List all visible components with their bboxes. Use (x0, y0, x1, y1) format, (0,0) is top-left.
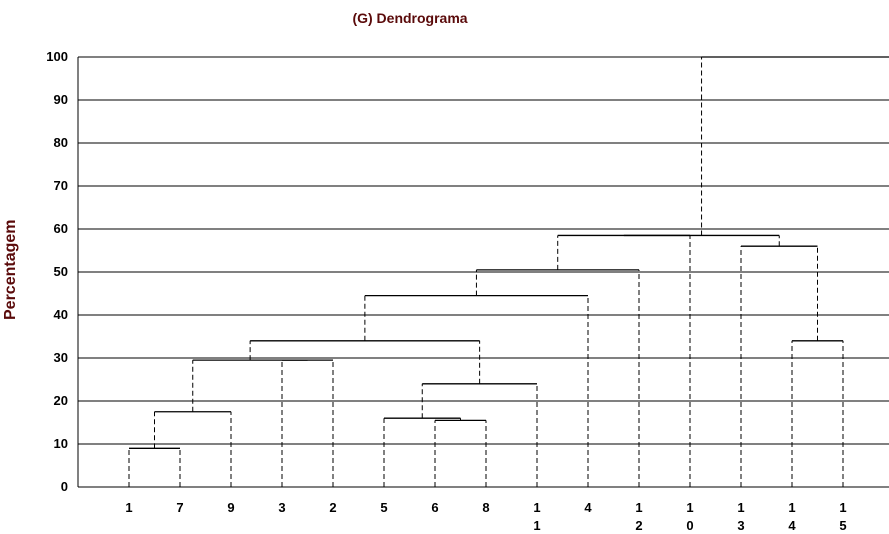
x-tick-label: 1 (533, 518, 540, 533)
x-tick-label: 3 (278, 500, 285, 515)
x-tick-label: 1 (737, 500, 744, 515)
x-tick-label: 9 (227, 500, 234, 515)
y-tick-label: 100 (46, 49, 68, 64)
x-tick-label: 4 (788, 518, 796, 533)
y-tick-label: 90 (54, 92, 68, 107)
x-tick-label: 3 (737, 518, 744, 533)
y-tick-label: 10 (54, 436, 68, 451)
y-tick-label: 70 (54, 178, 68, 193)
x-tick-label: 1 (125, 500, 132, 515)
x-tick-label: 2 (635, 518, 642, 533)
x-tick-label: 5 (380, 500, 387, 515)
x-tick-label: 8 (482, 500, 489, 515)
y-tick-label: 0 (61, 479, 68, 494)
x-tick-label: 1 (686, 500, 693, 515)
y-tick-label: 80 (54, 135, 68, 150)
y-tick-label: 20 (54, 393, 68, 408)
x-tick-label: 1 (635, 500, 642, 515)
chart-title: (G) Dendrograma (352, 10, 468, 26)
x-tick-label: 6 (431, 500, 438, 515)
y-tick-label: 40 (54, 307, 68, 322)
y-tick-label: 30 (54, 350, 68, 365)
x-tick-label: 7 (176, 500, 183, 515)
y-tick-label: 50 (54, 264, 68, 279)
x-tick-label: 4 (584, 500, 592, 515)
x-tick-label: 1 (788, 500, 795, 515)
x-tick-label: 5 (839, 518, 846, 533)
x-tick-label: 1 (533, 500, 540, 515)
y-tick-label: 60 (54, 221, 68, 236)
x-tick-label: 2 (329, 500, 336, 515)
x-tick-label: 1 (839, 500, 846, 515)
x-tick-label: 0 (686, 518, 693, 533)
